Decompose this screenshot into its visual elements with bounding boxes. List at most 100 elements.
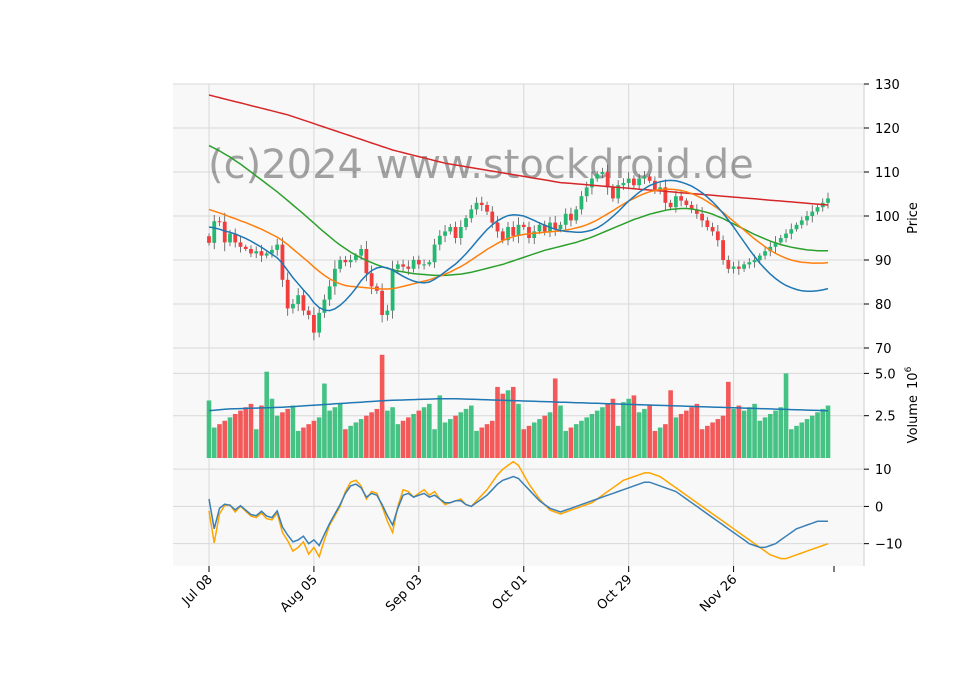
- candle-body: [228, 233, 232, 243]
- volume-bar: [610, 398, 616, 458]
- candle-body: [249, 249, 253, 254]
- oscillator-tick-label: 10: [875, 463, 892, 478]
- candle-body: [207, 236, 211, 243]
- candle-body: [453, 227, 458, 238]
- candle-body: [338, 260, 343, 269]
- candle-body: [689, 205, 694, 210]
- candle-body: [642, 176, 647, 179]
- candle-body: [369, 273, 374, 287]
- candle-body: [747, 262, 752, 265]
- volume-bar: [526, 425, 532, 458]
- x-tick-label: Nov 26: [697, 572, 740, 615]
- candle-body: [348, 260, 353, 263]
- candle-body: [595, 174, 600, 179]
- volume-bar: [684, 410, 689, 458]
- candle-body: [474, 202, 479, 210]
- candle-body: [275, 244, 280, 250]
- volume-bar: [448, 419, 453, 458]
- candle-body: [773, 242, 778, 247]
- volume-bar: [311, 420, 317, 458]
- ma-long-line: [208, 144, 828, 277]
- candle-body: [259, 251, 264, 256]
- candle-body: [322, 299, 327, 313]
- candle-body: [401, 264, 405, 267]
- candle-body: [469, 209, 474, 219]
- volume-bar: [238, 410, 243, 458]
- price-tick-label: 80: [875, 298, 892, 313]
- candle-body: [731, 266, 736, 269]
- volume-bar: [290, 405, 296, 458]
- candle-body: [317, 312, 322, 333]
- volume-bar: [636, 412, 642, 458]
- candle-body: [222, 221, 227, 243]
- volume-bar: [589, 414, 595, 458]
- volume-bar: [222, 420, 228, 458]
- candle-body: [600, 172, 605, 175]
- candle-body: [558, 224, 563, 230]
- oscillator-slow-line: [208, 475, 828, 549]
- candle-body: [516, 224, 521, 236]
- watermark: (c)2024 www.stockdroid.de: [208, 142, 754, 188]
- volume-axis-label: Volume106: [904, 366, 921, 443]
- volume-tick-label: 2.5: [875, 410, 896, 425]
- volume-bar: [542, 415, 548, 458]
- volume-bar: [689, 407, 694, 458]
- volume-bar: [804, 419, 810, 458]
- x-tick-label: Sep 03: [383, 572, 426, 615]
- volume-bar: [248, 403, 254, 458]
- volume-bar: [626, 398, 631, 458]
- candle-body: [726, 260, 731, 269]
- volume-bar: [820, 408, 826, 458]
- price-tick-label: 100: [875, 210, 900, 225]
- candle-body: [406, 266, 411, 269]
- price-axis-label: Price: [906, 202, 921, 234]
- candle-body: [815, 207, 820, 212]
- volume-bar: [458, 412, 464, 458]
- oscillator-tick-label: −10: [875, 538, 902, 553]
- volume-bar: [259, 405, 264, 458]
- x-tick-label: Jul 08: [179, 572, 216, 609]
- volume-bar: [731, 408, 736, 458]
- candle-body: [715, 231, 720, 241]
- volume-bar: [406, 417, 411, 458]
- candle-body: [285, 279, 290, 309]
- volume-bar: [547, 412, 553, 458]
- volume-bar: [642, 408, 647, 458]
- volume-bar: [809, 415, 815, 458]
- candle-body: [427, 262, 432, 265]
- volume-bar: [720, 415, 726, 458]
- price-tick-label: 110: [875, 166, 900, 181]
- volume-tick-label: 5.0: [875, 367, 896, 382]
- candle-body: [353, 255, 358, 260]
- candle-body: [705, 220, 710, 227]
- candle-body: [605, 172, 610, 188]
- volume-bar: [736, 405, 742, 458]
- volume-bar: [652, 430, 658, 458]
- candle-body: [490, 211, 495, 223]
- candle-body: [663, 187, 668, 203]
- candle-body: [789, 229, 794, 234]
- volume-bar: [385, 410, 390, 458]
- candle-body: [621, 183, 626, 186]
- candle-body: [805, 216, 809, 221]
- volume-bar: [747, 407, 752, 458]
- candle-body: [768, 246, 773, 252]
- volume-bar: [568, 427, 574, 458]
- volume-bar: [322, 383, 327, 458]
- volume-bar: [280, 412, 285, 458]
- volume-bar: [332, 407, 338, 458]
- volume-bar: [264, 371, 270, 458]
- candle-body: [238, 242, 243, 247]
- candle-body: [542, 224, 547, 232]
- candle-body: [411, 260, 416, 269]
- volume-bar: [442, 422, 448, 458]
- volume-bar: [762, 417, 768, 458]
- volume-bar: [757, 420, 763, 458]
- price-tick-label: 120: [875, 122, 900, 137]
- volume-bar: [516, 403, 521, 458]
- candle-body: [495, 222, 500, 232]
- candle-body: [395, 264, 400, 269]
- candle-body: [647, 176, 652, 181]
- volume-bar: [584, 417, 589, 458]
- volume-bar: [295, 430, 301, 458]
